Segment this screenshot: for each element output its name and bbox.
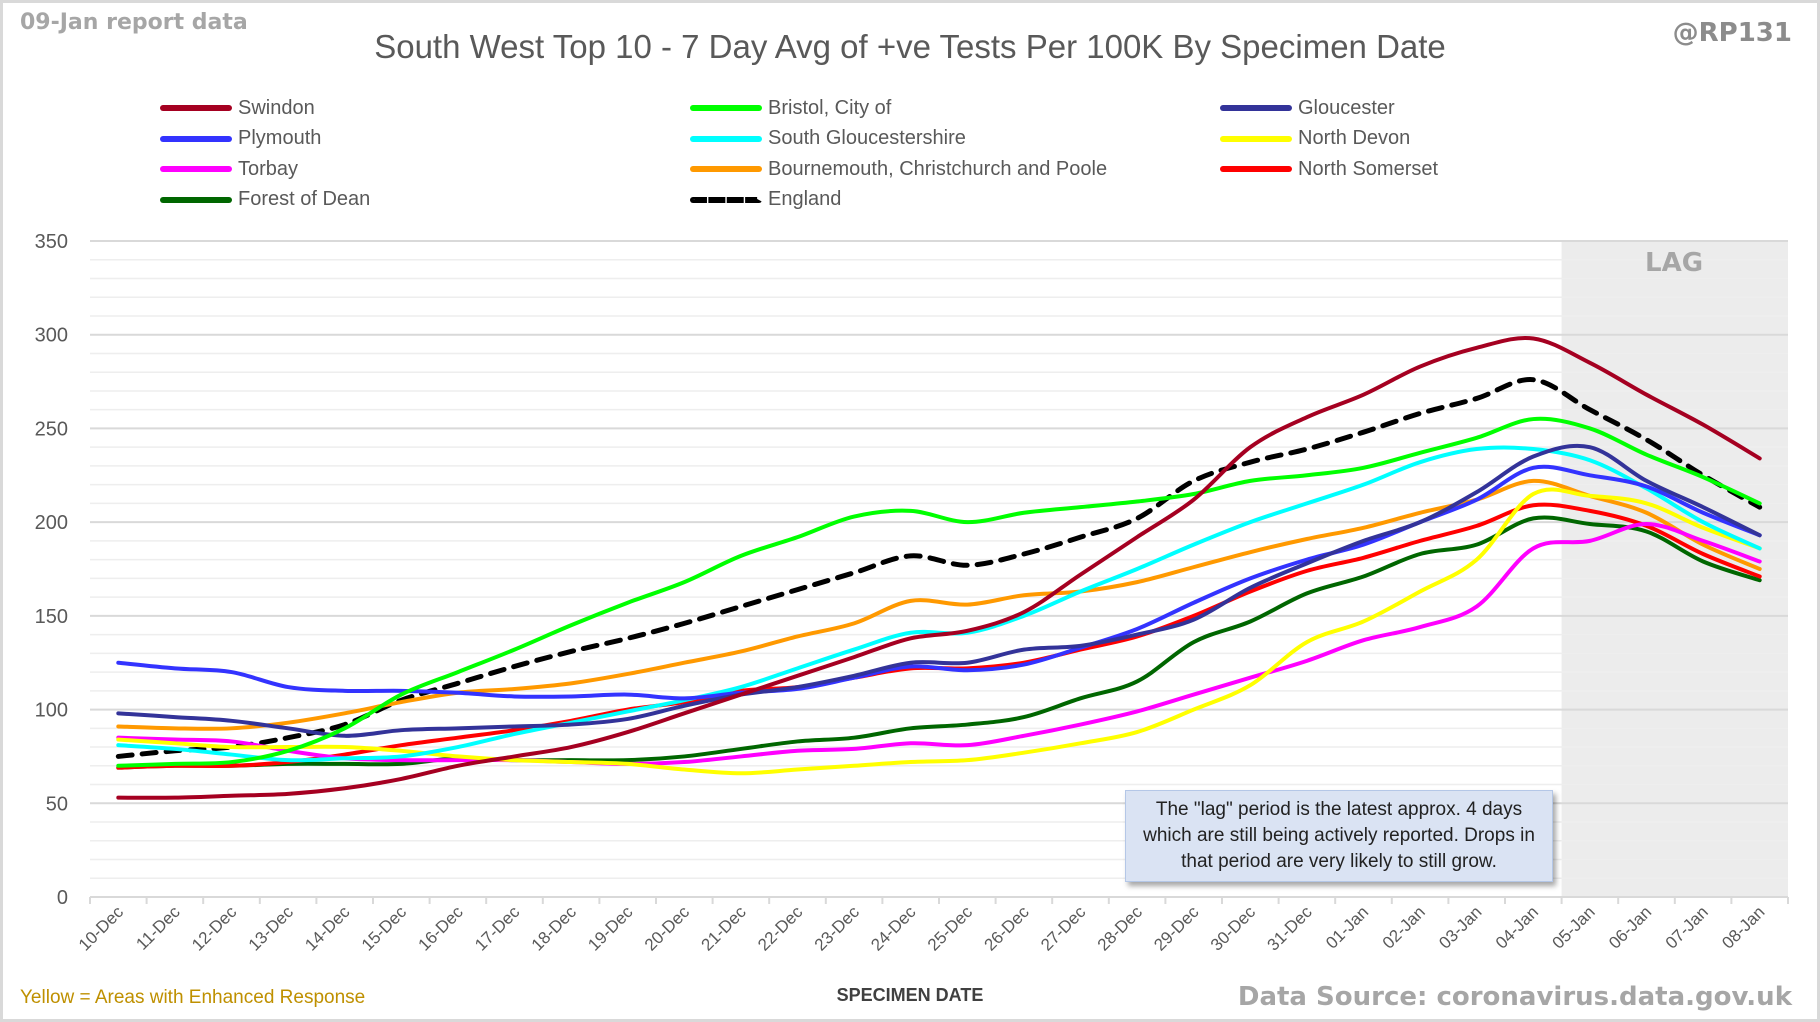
x-tick-label: 03-Jan bbox=[1435, 902, 1485, 952]
x-tick-label: 28-Dec bbox=[1094, 902, 1147, 955]
chart-title: South West Top 10 - 7 Day Avg of +ve Tes… bbox=[374, 28, 1446, 65]
x-tick-label: 29-Dec bbox=[1150, 902, 1203, 955]
y-tick-label: 0 bbox=[57, 887, 68, 909]
legend-item: North Somerset bbox=[1220, 154, 1438, 184]
legend-label: Swindon bbox=[238, 96, 315, 119]
legend-item: England bbox=[690, 185, 841, 215]
lag-region-shading bbox=[1561, 241, 1788, 897]
y-tick-label: 200 bbox=[35, 512, 68, 534]
legend-item: Gloucester bbox=[1220, 93, 1395, 123]
legend-item: Forest of Dean bbox=[160, 185, 370, 215]
legend-label: North Devon bbox=[1298, 127, 1411, 149]
legend-item: Bristol, City of bbox=[690, 93, 891, 123]
legend-label: North Somerset bbox=[1298, 157, 1439, 180]
y-tick-label: 350 bbox=[35, 231, 68, 253]
author-handle: @RP131 bbox=[1672, 18, 1792, 48]
legend-item: North Devon bbox=[1220, 124, 1410, 154]
x-tick-label: 08-Jan bbox=[1718, 902, 1768, 952]
legend-label: Bournemouth, Christchurch and Poole bbox=[768, 157, 1108, 180]
x-tick-label: 14-Dec bbox=[301, 902, 354, 955]
y-tick-label: 250 bbox=[35, 418, 68, 440]
x-tick-label: 26-Dec bbox=[981, 902, 1034, 955]
legend-swatch bbox=[160, 196, 232, 203]
legend-label: Gloucester bbox=[1298, 96, 1395, 119]
legend-swatch bbox=[690, 166, 762, 172]
x-tick-label: 24-Dec bbox=[867, 902, 920, 955]
legend-swatch bbox=[690, 135, 762, 142]
x-tick-label: 12-Dec bbox=[188, 902, 241, 955]
legend-item: South Gloucestershire bbox=[690, 124, 966, 154]
y-tick-label: 50 bbox=[46, 793, 68, 815]
x-tick-label: 19-Dec bbox=[584, 902, 637, 955]
x-tick-label: 13-Dec bbox=[245, 902, 298, 955]
x-tick-label: 02-Jan bbox=[1379, 902, 1429, 952]
x-tick-label: 30-Dec bbox=[1207, 902, 1260, 955]
x-tick-label: 04-Jan bbox=[1492, 902, 1542, 952]
legend-swatch bbox=[1220, 105, 1292, 111]
x-tick-label: 18-Dec bbox=[528, 902, 581, 955]
x-tick-label: 05-Jan bbox=[1549, 902, 1599, 952]
series-line-forest-of-dean bbox=[116, 515, 1762, 770]
x-tick-label: 20-Dec bbox=[641, 902, 694, 955]
legend-swatch bbox=[1220, 166, 1292, 172]
x-tick-label: 21-Dec bbox=[698, 902, 751, 955]
x-tick-label: 17-Dec bbox=[471, 902, 524, 955]
legend-label: Plymouth bbox=[238, 127, 322, 149]
data-source: Data Source: coronavirus.data.gov.uk bbox=[1237, 982, 1792, 1012]
series-line-swindon bbox=[116, 335, 1762, 800]
legend-swatch bbox=[160, 166, 232, 172]
legend-swatch bbox=[160, 135, 232, 142]
x-tick-label: 16-Dec bbox=[415, 902, 468, 955]
x-tick-label: 10-Dec bbox=[75, 902, 128, 955]
series-line-bristol-city-of bbox=[116, 416, 1762, 768]
series-line-plymouth bbox=[116, 464, 1762, 701]
lag-label: LAG bbox=[1645, 248, 1704, 278]
legend-swatch bbox=[160, 105, 232, 111]
x-tick-label: 31-Dec bbox=[1264, 902, 1317, 955]
series-line-north-devon bbox=[116, 487, 1762, 776]
legend-item: Bournemouth, Christchurch and Poole bbox=[690, 154, 1107, 184]
legend-item: Plymouth bbox=[160, 124, 321, 154]
x-tick-label: 22-Dec bbox=[754, 902, 807, 955]
series-line-torbay bbox=[116, 522, 1762, 766]
report-date-label: 09-Jan report data bbox=[20, 10, 248, 35]
x-tick-label: 27-Dec bbox=[1037, 902, 1090, 955]
legend-item: Swindon bbox=[160, 93, 315, 123]
legend-swatch bbox=[690, 196, 762, 203]
legend-label: England bbox=[768, 188, 842, 210]
y-tick-label: 300 bbox=[35, 325, 68, 347]
x-tick-label: 23-Dec bbox=[811, 902, 864, 955]
legend-label: Forest of Dean bbox=[238, 188, 371, 210]
x-axis-label: SPECIMEN DATE bbox=[836, 985, 984, 1005]
x-tick-label: 01-Jan bbox=[1322, 902, 1372, 952]
enhanced-response-note: Yellow = Areas with Enhanced Response bbox=[20, 987, 366, 1008]
y-tick-label: 100 bbox=[35, 700, 68, 722]
x-tick-label: 25-Dec bbox=[924, 902, 977, 955]
legend-item: Torbay bbox=[160, 154, 298, 184]
x-tick-label: 06-Jan bbox=[1605, 902, 1655, 952]
y-tick-label: 150 bbox=[35, 606, 68, 628]
x-tick-label: 07-Jan bbox=[1662, 902, 1712, 952]
legend-label: South Gloucestershire bbox=[768, 127, 966, 149]
legend-label: Torbay bbox=[238, 157, 299, 180]
x-tick-label: 15-Dec bbox=[358, 902, 411, 955]
legend-swatch bbox=[1220, 135, 1292, 142]
legend-label: Bristol, City of bbox=[768, 96, 892, 119]
lag-note-box: The "lag" period is the latest approx. 4… bbox=[1125, 790, 1553, 882]
series-line-gloucester bbox=[116, 443, 1762, 738]
x-tick-label: 11-Dec bbox=[132, 902, 184, 954]
legend-swatch bbox=[690, 105, 762, 111]
